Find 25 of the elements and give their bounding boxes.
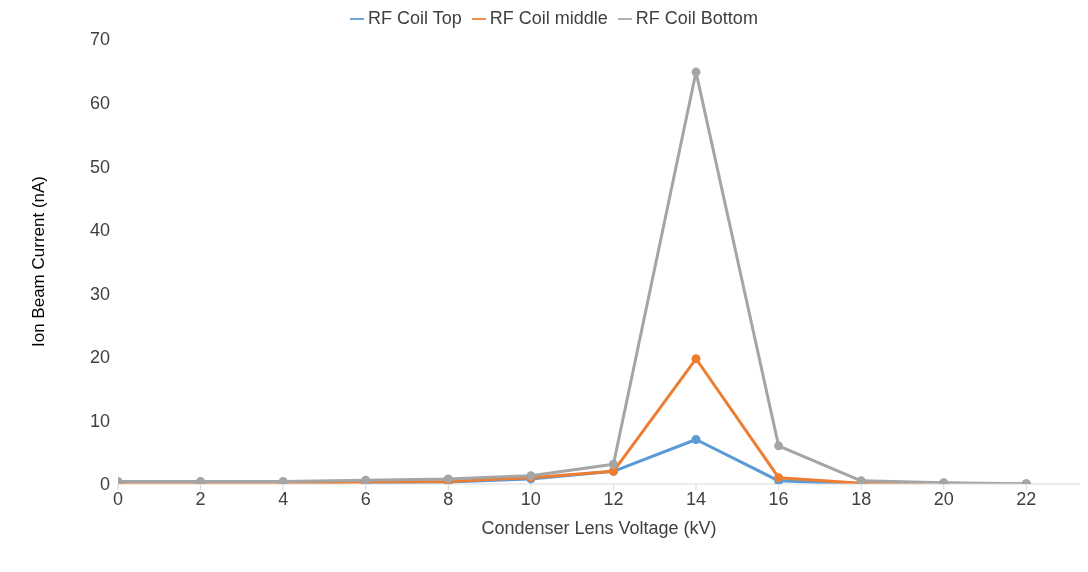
y-tick-label: 50 [89, 156, 110, 177]
x-tick-label: 14 [686, 488, 707, 509]
y-tick-label: 30 [89, 283, 110, 304]
y-axis-title: Ion Beam Current (nA) [29, 175, 49, 348]
x-tick-label: 12 [603, 488, 624, 509]
x-tick-label: 20 [933, 488, 954, 509]
y-tick-label: 40 [89, 220, 110, 241]
x-tick-label: 10 [520, 488, 541, 509]
x-tick-label: 0 [112, 488, 124, 509]
y-tick-label: 0 [99, 474, 110, 495]
legend-label: RF Coil Top [368, 8, 462, 28]
x-tick-label: 6 [360, 488, 371, 509]
y-tick-label: 70 [89, 29, 110, 50]
y-tick-label: 10 [89, 410, 110, 431]
x-tick-label: 2 [195, 488, 206, 509]
x-axis-title: Condenser Lens Voltage (kV) [481, 518, 717, 538]
x-tick-label: 8 [443, 488, 454, 509]
legend-label: RF Coil middle [489, 8, 608, 28]
y-tick-label: 20 [89, 347, 110, 368]
legend-label: RF Coil Bottom [635, 8, 758, 28]
x-tick-label: 22 [1016, 488, 1037, 509]
y-tick-label: 60 [89, 92, 110, 113]
x-tick-label: 16 [768, 488, 789, 509]
x-tick-label: 4 [278, 488, 289, 509]
x-tick-label: 18 [851, 488, 872, 509]
